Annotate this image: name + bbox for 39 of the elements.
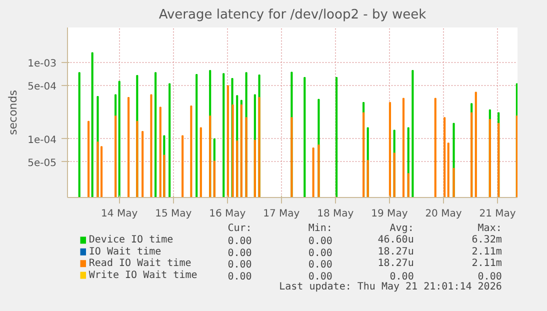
text: Cur: bbox=[228, 223, 252, 234]
x-tick-label: 14 May bbox=[101, 208, 138, 220]
text: 2.11m bbox=[472, 258, 502, 270]
text: Min: bbox=[308, 223, 332, 234]
text: 0.00 bbox=[308, 248, 332, 259]
x-tick-label: 19 May bbox=[371, 208, 408, 220]
text: 6.32m bbox=[472, 234, 502, 246]
x-tick-label: 18 May bbox=[317, 208, 354, 220]
x-tick-label: 20 May bbox=[425, 208, 462, 220]
y-axis-title: seconds bbox=[6, 90, 20, 135]
text: Avg: bbox=[390, 223, 414, 234]
y-tick-label: 5e-05 bbox=[28, 158, 57, 169]
legend-label: Device IO time bbox=[88, 234, 174, 246]
legend-label: IO Wait time bbox=[88, 246, 162, 258]
y-tick-label: 1e-03 bbox=[28, 58, 57, 70]
chart-title: Average latency for /dev/loop2 - by week bbox=[158, 8, 427, 22]
text: 0.00 bbox=[228, 260, 252, 271]
text: 0.00 bbox=[228, 248, 252, 259]
x-tick-label: 15 May bbox=[155, 208, 192, 220]
text: 0.00 bbox=[228, 236, 252, 248]
text: Max: bbox=[478, 223, 502, 234]
x-tick-label: 21 May bbox=[479, 208, 516, 220]
y-tick-label: 5e-04 bbox=[28, 82, 57, 93]
text: 0.00 bbox=[228, 271, 252, 282]
text: 0.00 bbox=[308, 236, 332, 248]
text: Last update: Thu May 21 21:01:14 2026 bbox=[279, 282, 502, 292]
text: 0.00 bbox=[390, 271, 414, 282]
text: 0.00 bbox=[308, 260, 332, 271]
text: 0.00 bbox=[308, 271, 332, 282]
legend-label: Read IO Wait time bbox=[88, 258, 192, 270]
text: 2.11m bbox=[472, 246, 502, 258]
text: 46.60u bbox=[378, 234, 414, 246]
x-tick-label: 17 May bbox=[263, 208, 300, 220]
text: 0.00 bbox=[478, 271, 502, 282]
legend-label: Write IO Wait time bbox=[88, 270, 198, 281]
text: 18.27u bbox=[378, 258, 414, 270]
x-tick-label: 16 May bbox=[209, 208, 246, 220]
text: 18.27u bbox=[378, 246, 414, 258]
y-tick-label: 1e-04 bbox=[28, 134, 57, 146]
